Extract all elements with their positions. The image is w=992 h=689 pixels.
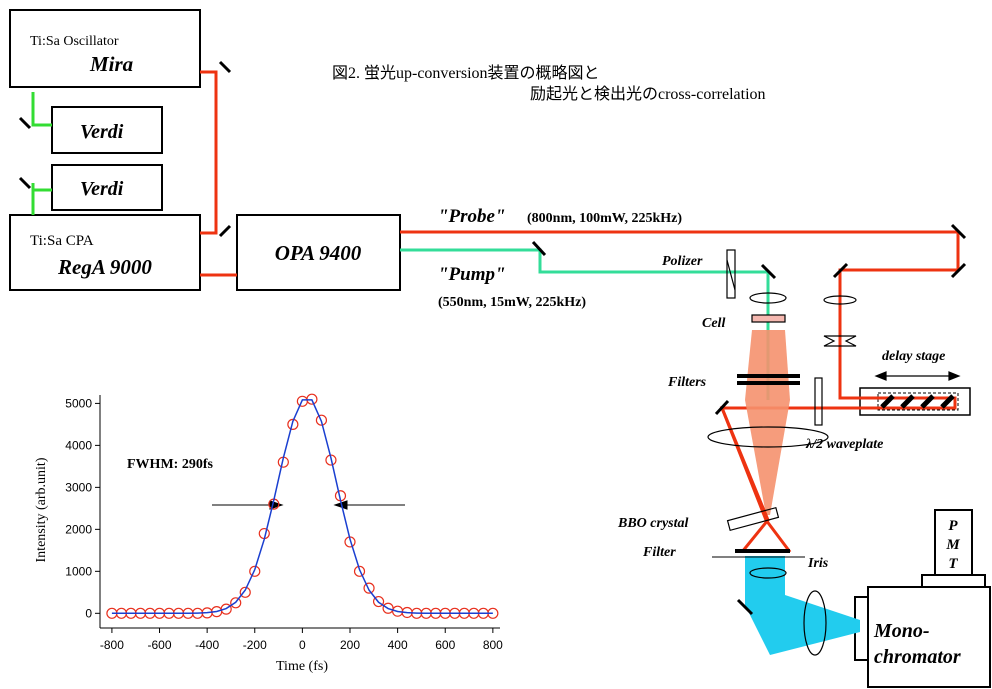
label: Filters: [667, 375, 707, 390]
label: chromator: [874, 646, 961, 668]
y-tick-label: 3000: [65, 480, 92, 494]
page: 図2. 蛍光up-conversion装置の概略図と 励起光と検出光のcross…: [0, 0, 992, 689]
x-tick-label: -400: [195, 638, 219, 652]
label: (550nm, 15mW, 225kHz): [438, 295, 586, 310]
label: BBO crystal: [617, 516, 689, 531]
mirror: [220, 62, 230, 72]
waveplate: [815, 378, 822, 425]
label: P: [948, 518, 958, 534]
mirror: [20, 118, 30, 128]
label: Mono-: [873, 620, 930, 642]
mirror: [220, 226, 230, 236]
fwhm-arrows: [212, 501, 405, 509]
label: Ti:Sa CPA: [30, 233, 94, 249]
x-tick-label: 800: [483, 638, 503, 652]
x-tick-label: 200: [340, 638, 360, 652]
label: RegA 9000: [57, 255, 152, 279]
caption: 励起光と検出光のcross-correlation: [530, 85, 766, 103]
label: T: [948, 556, 958, 572]
label: "Pump": [438, 264, 506, 285]
green-beam: [33, 92, 52, 125]
x-tick-label: -600: [148, 638, 172, 652]
caption: 図2. 蛍光up-conversion装置の概略図と: [332, 64, 600, 82]
x-tick-label: -800: [100, 638, 124, 652]
label: λ/2 waveplate: [805, 437, 883, 452]
label: Verdi: [80, 121, 124, 143]
label: Verdi: [80, 178, 124, 200]
x-tick-label: 0: [299, 638, 306, 652]
label: Filter: [642, 545, 676, 560]
y-tick-label: 1000: [65, 564, 92, 578]
label: Iris: [807, 556, 829, 571]
data-point: [364, 583, 374, 593]
label: Cell: [702, 316, 725, 331]
label: delay stage: [882, 349, 945, 364]
y-tick-label: 5000: [65, 396, 92, 410]
upconverted-beam: [745, 556, 860, 655]
y-axis-title: Intensity (arb.unit): [34, 457, 49, 562]
label: Mira: [89, 52, 133, 76]
chart: FWHM: 290fs Time (fs) Intensity (arb.uni…: [34, 394, 503, 674]
red-beam: [200, 72, 216, 233]
y-tick-label: 4000: [65, 438, 92, 452]
arrow-head: [949, 372, 959, 380]
label: Ti:Sa Oscillator: [30, 34, 119, 49]
label: OPA 9400: [275, 241, 362, 265]
y-tick-label: 2000: [65, 522, 92, 536]
cell: [752, 315, 785, 322]
mirror: [20, 178, 30, 188]
x-tick-label: -200: [243, 638, 267, 652]
x-axis-title: Time (fs): [276, 659, 328, 674]
fit-line: [112, 400, 493, 613]
x-tick-label: 400: [388, 638, 408, 652]
label: "Probe": [438, 206, 506, 227]
label: (800nm, 100mW, 225kHz): [527, 211, 682, 226]
label: M: [945, 537, 960, 553]
pmt-base: [922, 575, 985, 587]
x-tick-label: 600: [435, 638, 455, 652]
labels: 図2. 蛍光up-conversion装置の概略図と 励起光と検出光のcross…: [30, 34, 961, 668]
arrow-head: [876, 372, 886, 380]
label: Polizer: [662, 254, 703, 269]
boxes: [10, 10, 990, 687]
annotation: FWHM: 290fs: [127, 457, 213, 472]
y-tick-label: 0: [85, 606, 92, 620]
polarizer-mark: [727, 260, 735, 290]
